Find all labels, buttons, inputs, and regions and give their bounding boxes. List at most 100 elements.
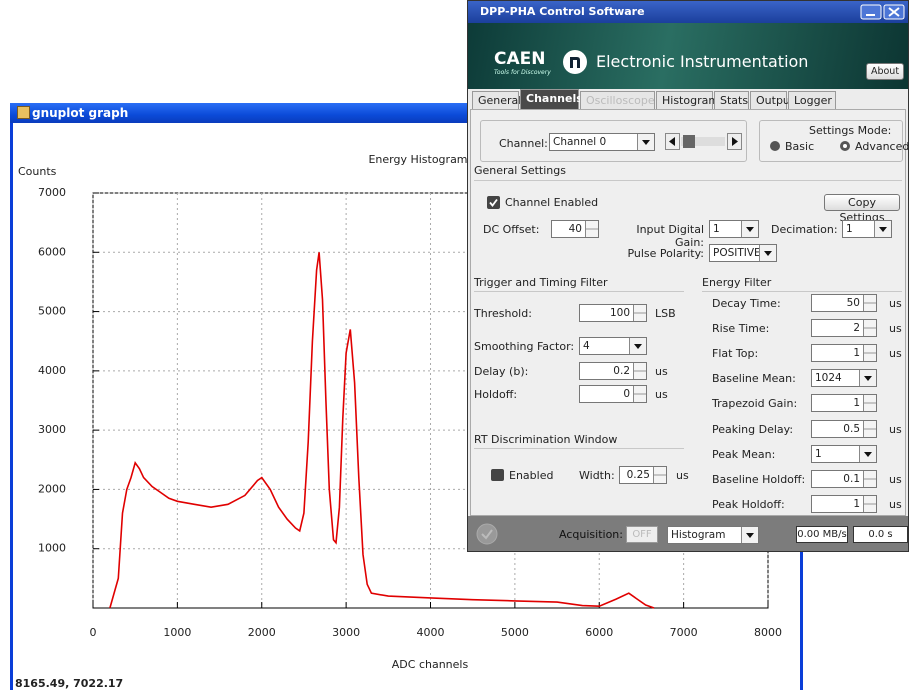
window-icon (17, 106, 30, 119)
field-label: Trapezoid Gain: (712, 397, 798, 411)
x-tick-label: 3000 (332, 626, 360, 639)
field-label: Rise Time: (712, 322, 770, 336)
logo (563, 50, 587, 74)
toggle[interactable] (491, 469, 504, 481)
spin-value: 1 (853, 347, 860, 360)
dropdown-value: 4 (583, 340, 590, 352)
spin-value: 40 (568, 223, 582, 235)
status-icon (476, 523, 498, 545)
radio-label: Advanced (855, 140, 909, 153)
field-label: DC Offset: (483, 223, 540, 236)
tagline: Tools for Discovery (494, 69, 551, 76)
field-label: Threshold: (474, 307, 532, 320)
unit: us (889, 422, 902, 436)
x-tick-label: 5000 (501, 626, 529, 639)
checkbox[interactable] (487, 196, 500, 209)
spinbox[interactable]: 0.1 (811, 469, 877, 488)
tab[interactable]: Stats (714, 91, 749, 109)
x-tick-label: 2000 (248, 626, 276, 639)
width-spinbox[interactable]: 0.25 (619, 466, 667, 484)
field-label: Peak Mean: (712, 447, 776, 461)
x-tick-label: 6000 (585, 626, 613, 639)
y-axis-label: Counts (18, 165, 57, 178)
unit: us (655, 388, 668, 401)
tab[interactable]: General (472, 91, 521, 109)
spinbox[interactable]: 2 (811, 319, 877, 338)
tab[interactable]: Channels (520, 89, 583, 109)
spin-value: 1 (853, 497, 860, 510)
field-label: Input Digital Gain: (636, 223, 704, 249)
spinbox[interactable]: 1 (811, 394, 877, 413)
section-heading: Energy Filter (702, 276, 772, 289)
channel-group (480, 120, 747, 162)
dropdown[interactable]: 1 (811, 444, 877, 463)
window-title: DPP-PHA Control Software (468, 1, 908, 23)
gain-dropdown[interactable]: 1 (709, 220, 759, 238)
control-window: DPP-PHA Control Software CAEN Tools for … (467, 0, 909, 552)
mode-dropdown[interactable]: Histogram (667, 526, 759, 544)
about-button[interactable]: About (866, 63, 904, 80)
y-tick-label: 3000 (38, 423, 66, 436)
x-tick-label: 7000 (670, 626, 698, 639)
section-heading: Trigger and Timing Filter (474, 276, 608, 289)
spinbox[interactable]: 100 (579, 304, 647, 322)
spinbox[interactable]: 50 (811, 294, 877, 312)
x-axis-label: ADC channels (392, 658, 469, 671)
radio-label: Basic (785, 140, 815, 153)
radio[interactable] (839, 140, 851, 152)
channel-dropdown[interactable]: Channel 0 (549, 133, 655, 151)
spinbox[interactable]: 0.5 (811, 419, 877, 438)
spinbox[interactable]: 1 (811, 344, 877, 363)
y-tick-label: 6000 (38, 245, 66, 258)
banner: CAEN Tools for Discovery Electronic Inst… (468, 23, 908, 89)
spinbox[interactable]: 0 (579, 385, 647, 403)
tab[interactable]: Logger (788, 91, 836, 109)
field-label: Baseline Mean: (712, 372, 796, 386)
spin-value: 2 (853, 322, 860, 335)
dropdown-value: POSITIVE (713, 247, 761, 259)
dropdown-value: 1 (713, 223, 720, 235)
y-tick-label: 5000 (38, 305, 66, 318)
dropdown[interactable]: 1024 (811, 369, 877, 388)
field-label: Peak Holdoff: (712, 497, 785, 511)
y-tick-label: 4000 (38, 364, 66, 377)
x-tick-label: 1000 (163, 626, 191, 639)
radio[interactable] (769, 140, 781, 152)
field-label: Decimation: (771, 223, 838, 236)
spinbox[interactable]: 0.2 (579, 362, 647, 380)
separator (474, 291, 684, 292)
settings-mode-group (759, 120, 903, 162)
section-heading: RT Discrimination Window (474, 433, 618, 446)
unit: LSB (655, 307, 676, 320)
x-tick-label: 0 (90, 626, 97, 639)
subtitle: Electronic Instrumentation (596, 52, 809, 71)
field-label: Baseline Holdoff: (712, 472, 806, 486)
tab[interactable]: Oscilloscope (580, 91, 655, 109)
field-label: Smoothing Factor: (474, 340, 575, 353)
spin-value: 0.5 (843, 422, 860, 435)
copy-settings-button[interactable]: Copy Settings (824, 194, 900, 224)
checkbox-label: Channel Enabled (505, 196, 599, 209)
tab[interactable]: Output (750, 91, 794, 109)
settings-mode-title: Settings Mode: (809, 124, 892, 137)
tab[interactable]: Histogram (656, 91, 719, 109)
section-heading: General Settings (474, 164, 566, 177)
field-label: Pulse Polarity: (627, 247, 704, 260)
acquisition-toggle[interactable]: OFF (626, 526, 658, 543)
channel-slider[interactable] (665, 133, 743, 151)
spin-value: 0 (623, 388, 630, 400)
decimation-dropdown[interactable]: 1 (842, 220, 892, 238)
dc-offset-spinbox[interactable]: 40 (551, 220, 599, 238)
channel-label: Channel: (499, 137, 548, 150)
spin-value: 0.2 (613, 365, 630, 377)
spinbox[interactable]: 1 (811, 494, 877, 513)
window-controls[interactable] (860, 4, 906, 20)
field-label: Flat Top: (712, 347, 759, 361)
brand: CAEN (494, 49, 546, 69)
dropdown[interactable]: 4 (579, 337, 647, 355)
spin-value: 1 (853, 397, 860, 410)
dropdown-value: Channel 0 (553, 136, 607, 148)
rate-display: 0.00 MB/s (796, 526, 848, 543)
x-tick-label: 8000 (754, 626, 782, 639)
polarity-dropdown[interactable]: POSITIVE (709, 244, 777, 262)
